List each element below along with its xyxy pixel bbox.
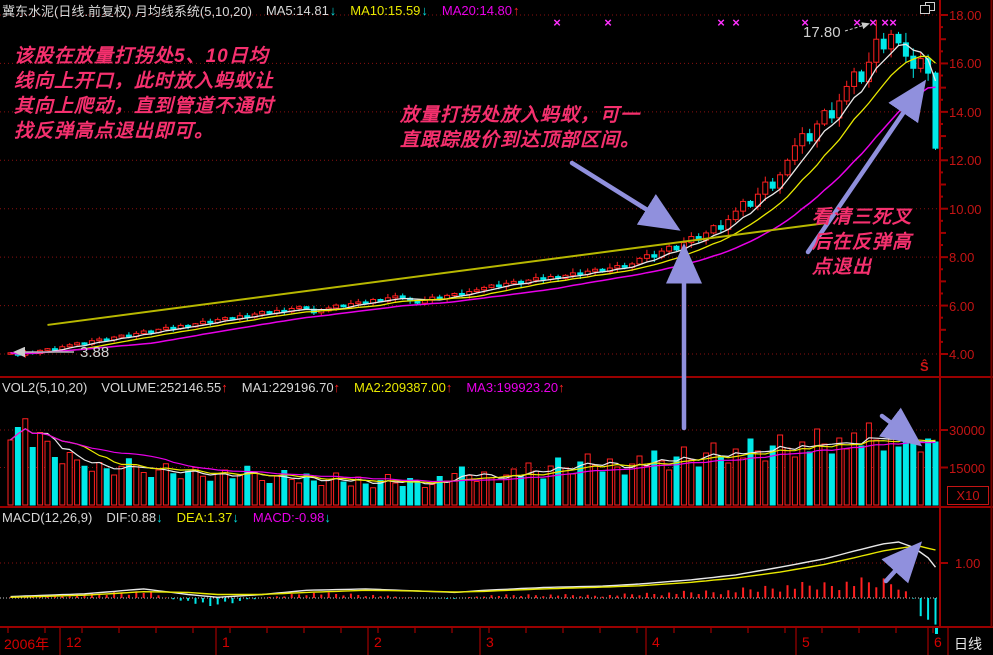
annotation-track-rule: 放量打拐处放入蚂蚁，可一 直跟踪股价到达顶部区间。 [400, 105, 641, 151]
svg-text:×: × [553, 15, 561, 30]
svg-text:×: × [604, 15, 612, 30]
volume-multiplier-badge: X10 [947, 486, 989, 505]
indicator-readout: MA10:15.59↓ [350, 3, 428, 18]
down-arrow-icon: ↓ [421, 3, 428, 18]
month-label: 5 [802, 634, 810, 650]
macd-plot [9, 541, 937, 625]
macd-tick-label: 1.00 [955, 556, 981, 571]
price-tick-label: 8.00 [949, 250, 975, 266]
svg-text:×: × [717, 15, 725, 30]
svg-text:×: × [732, 15, 740, 30]
svg-text:×: × [801, 15, 809, 30]
volume-bars [7, 418, 939, 506]
macd-readouts: DIF:0.88↓ DEA:1.37↓ MACD:-0.98↓ [92, 510, 331, 525]
up-arrow-icon: ↑ [445, 379, 453, 395]
month-label: 3 [486, 634, 494, 650]
down-arrow-icon: ↓ [232, 509, 239, 525]
chart-markers: × × × × × × × × × [13, 15, 897, 358]
up-arrow-icon: ↑ [513, 3, 520, 18]
time-axis: 2006年 12 1 2 3 4 5 6 日线 [0, 630, 993, 655]
chart-title-bar: 冀东水泥(日线.前复权) 月均线系统(5,10,20) MA5:14.81↓ MA… [2, 2, 520, 19]
indicator-readout: DIF:0.88↓ [106, 509, 163, 525]
annotation-buy-rule: 该股在放量打拐处5、10日均 线向上开口，此时放入蚂蚁让 其向上爬动，直到管道不通时… [14, 46, 275, 142]
up-arrow-icon: ↑ [333, 379, 341, 395]
svg-text:×: × [889, 15, 897, 30]
price-tick-label: 10.00 [949, 201, 982, 217]
month-label: 6 [934, 634, 942, 650]
price-tick-label: 4.00 [949, 347, 975, 362]
down-arrow-icon: ↓ [324, 509, 331, 525]
gridlines [0, 14, 938, 599]
volume-tick-label: 15000 [949, 460, 986, 476]
indicator-readout: MA3:199923.20↑ [466, 379, 565, 395]
volume-indicator-name: VOL2(5,10,20) [2, 379, 88, 395]
window-restore-icon[interactable] [920, 2, 936, 15]
price-tick-label: 6.00 [949, 298, 975, 314]
indicator-readout: MACD:-0.98↓ [252, 509, 331, 525]
svg-text:×: × [853, 15, 861, 30]
price-tick-label: 14.00 [949, 104, 982, 120]
svg-text:×: × [881, 15, 889, 30]
month-label: 1 [222, 634, 230, 650]
up-arrow-icon: ↑ [221, 379, 228, 395]
ma-readouts: MA5:14.81↓ MA10:15.59↓ MA20:14.80↑ [252, 3, 520, 18]
month-label: 4 [652, 634, 660, 650]
volume-pane-header: VOL2(5,10,20) VOLUME:252146.55↑ MA1:22919… [2, 379, 565, 395]
up-arrow-icon: ↑ [558, 379, 565, 395]
indicator-readout: DEA:1.37↓ [176, 509, 239, 525]
peak-price-label: 17.80 [803, 24, 841, 41]
annotation-arrows [569, 79, 927, 584]
chart-title: 冀东水泥(日线.前复权) 月均线系统(5,10,20) [2, 4, 252, 19]
month-label: 12 [66, 634, 82, 650]
lowest-price-label: 3.88 [80, 344, 110, 361]
indicator-readout: MA5:14.81↓ [265, 3, 337, 18]
price-tick-label: 16.00 [949, 56, 982, 72]
volume-readouts: VOLUME:252146.55↑ MA1:229196.70↑ MA2:20938… [87, 380, 564, 395]
indicator-readout: VOLUME:252146.55↑ [101, 379, 228, 395]
svg-text:×: × [869, 15, 877, 30]
annotation-exit-rule: 看清三死叉 后在反弹高 点退出 [812, 207, 913, 278]
year-label: 2006年 [4, 636, 50, 652]
indicator-readout: MA2:209387.00↑ [354, 379, 453, 395]
macd-indicator-name: MACD(12,26,9) [2, 509, 93, 525]
down-arrow-icon: ↓ [329, 3, 337, 18]
down-arrow-icon: ↓ [156, 509, 163, 525]
month-label: 2 [374, 634, 382, 650]
indicator-readout: MA20:14.80↑ [441, 3, 520, 18]
signal-s-marker: Ŝ [920, 359, 929, 374]
price-tick-label: 18.00 [949, 8, 982, 23]
moving-averages [10, 43, 937, 355]
window-restore-icon-front [920, 5, 930, 14]
price-tick-label: 12.00 [949, 153, 982, 169]
macd-pane-header: MACD(12,26,9) DIF:0.88↓ DEA:1.37↓ MACD:-0.… [2, 509, 331, 525]
candles [7, 19, 939, 358]
volume-tick-label: 30000 [949, 423, 986, 438]
period-label[interactable]: 日线 [954, 636, 982, 652]
indicator-readout: MA1:229196.70↑ [241, 379, 341, 395]
